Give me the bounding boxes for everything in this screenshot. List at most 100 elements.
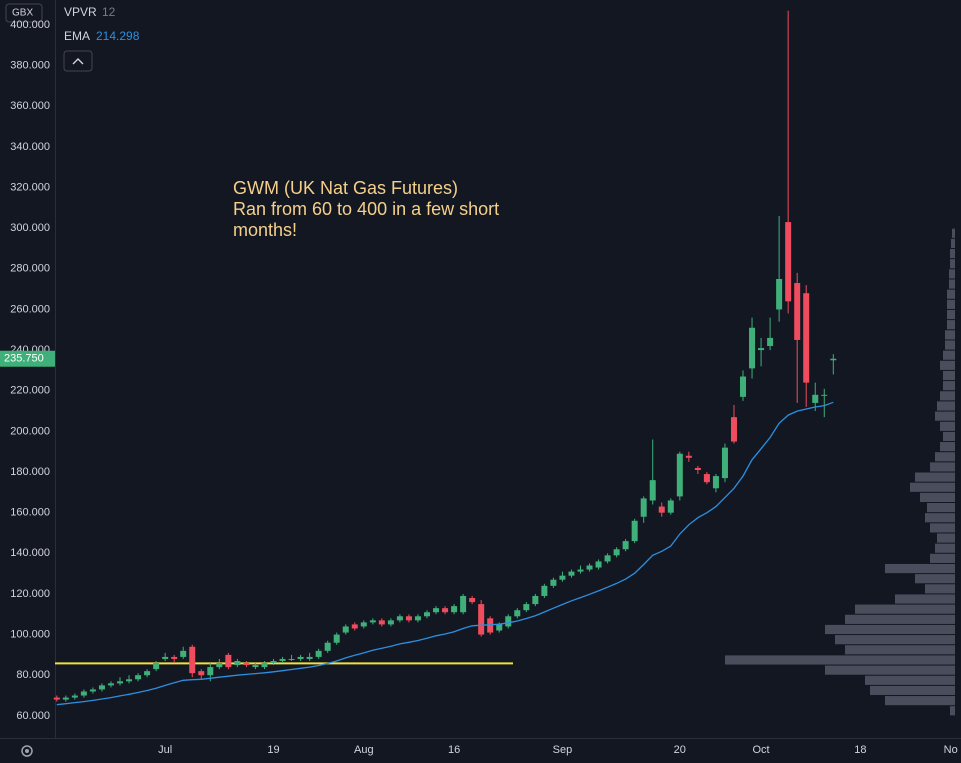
- candle-body: [550, 579, 557, 586]
- candle-body: [658, 506, 665, 513]
- candle-body: [71, 695, 78, 698]
- volume-profile-bar: [865, 675, 955, 685]
- volume-profile-bar: [930, 553, 955, 563]
- candle-body: [405, 616, 412, 621]
- y-tick-label: 120.000: [10, 588, 50, 600]
- x-tick-label: 18: [854, 744, 866, 756]
- candle-body: [442, 608, 449, 613]
- y-tick-label: 400.000: [10, 19, 50, 31]
- last-price-tag: [0, 350, 55, 367]
- candle-body: [830, 358, 837, 361]
- volume-profile-bar: [949, 279, 955, 289]
- candle-body: [270, 660, 277, 664]
- y-tick-label: 80.000: [16, 669, 50, 681]
- annotation: GWM (UK Nat Gas Futures)Ran from 60 to 4…: [233, 178, 499, 240]
- candle-body: [414, 616, 421, 621]
- candle-body: [730, 417, 737, 442]
- candle-body: [387, 620, 394, 625]
- x-tick-label: No: [944, 744, 958, 756]
- candle-body: [306, 656, 313, 659]
- candle-body: [604, 555, 611, 562]
- x-tick-label: Oct: [753, 744, 770, 756]
- candle-body: [821, 394, 828, 396]
- y-tick-label: 320.000: [10, 181, 50, 193]
- settings-icon-center: [25, 749, 29, 753]
- candle-body: [496, 624, 503, 631]
- candle-body: [559, 575, 566, 580]
- volume-profile-bar: [949, 269, 955, 279]
- currency[interactable]: GBX: [12, 8, 33, 19]
- indicator-name: VPVR: [64, 5, 97, 19]
- y-tick-label: 100.000: [10, 628, 50, 640]
- candle-body: [803, 293, 810, 383]
- candle-body: [694, 467, 701, 470]
- candle-body: [667, 500, 674, 513]
- candle-body: [261, 663, 268, 668]
- volume-profile-bar: [952, 228, 955, 238]
- volume-profile-bar: [935, 452, 955, 462]
- volume-profile-bar: [915, 472, 955, 482]
- candle-body: [198, 671, 205, 676]
- candle-body: [586, 565, 593, 570]
- y-tick-label: 280.000: [10, 263, 50, 275]
- candle-body: [207, 667, 214, 676]
- volume-profile-bar: [947, 320, 955, 330]
- volume-profile-bar: [915, 574, 955, 584]
- volume-profile-bar: [943, 350, 955, 360]
- volume-profile-bar: [927, 502, 955, 513]
- candle-body: [53, 697, 60, 700]
- collapse-button[interactable]: [63, 50, 93, 72]
- volume-profile-bar: [845, 614, 955, 624]
- volume-profile-bar: [895, 594, 955, 604]
- candle-body: [107, 683, 114, 686]
- candle-body: [62, 697, 69, 700]
- y-tick-label: 140.000: [10, 547, 50, 559]
- volume-profile-bar: [885, 563, 955, 574]
- volume-profile-bar: [925, 513, 955, 523]
- y-tick-label: 60.000: [16, 710, 50, 722]
- candle-body: [153, 663, 160, 670]
- candle-body: [613, 549, 620, 556]
- currency-button[interactable]: [5, 3, 43, 23]
- candle-body: [135, 675, 142, 680]
- y-tick-label: 180.000: [10, 466, 50, 478]
- candle-body: [98, 685, 105, 690]
- volume-profile-bar: [855, 604, 955, 614]
- candle-body: [514, 610, 521, 617]
- candle-body: [758, 348, 765, 351]
- candle-body: [451, 606, 458, 613]
- y-tick-label: 380.000: [10, 60, 50, 72]
- candle-body: [812, 394, 819, 403]
- ema-value: 214.298: [96, 29, 140, 43]
- candle-body: [568, 571, 575, 576]
- volume-profile-bar: [935, 411, 955, 421]
- volume-profile-bar: [940, 442, 955, 452]
- candle-body: [234, 660, 241, 666]
- volume-profile-bar: [940, 391, 955, 401]
- indicator-param: 12: [102, 5, 116, 19]
- candle-body: [225, 654, 232, 668]
- last-price-label: 235.750: [4, 353, 44, 365]
- candle-body: [676, 453, 683, 497]
- ema-line: [56, 401, 834, 706]
- volume-profile-bar: [943, 431, 955, 442]
- candle-body: [189, 646, 196, 674]
- volume-profile-bar: [885, 696, 955, 706]
- candle-body: [180, 650, 187, 657]
- volume-profile-bar: [725, 655, 955, 665]
- candle-body: [171, 656, 178, 659]
- candle-body: [360, 622, 367, 627]
- settings-icon[interactable]: [21, 745, 33, 757]
- x-tick-label: 19: [267, 744, 279, 756]
- volume-profile-bar: [943, 370, 955, 381]
- candle-body: [315, 650, 322, 657]
- candle-body: [749, 327, 756, 369]
- candle-body: [595, 561, 602, 568]
- candle-body: [469, 597, 476, 603]
- y-tick-label: 200.000: [10, 425, 50, 437]
- x-tick-label: Aug: [354, 744, 374, 756]
- x-tick-label: Jul: [158, 744, 172, 756]
- volume-profile-bar: [930, 462, 955, 472]
- candle-body: [324, 642, 331, 651]
